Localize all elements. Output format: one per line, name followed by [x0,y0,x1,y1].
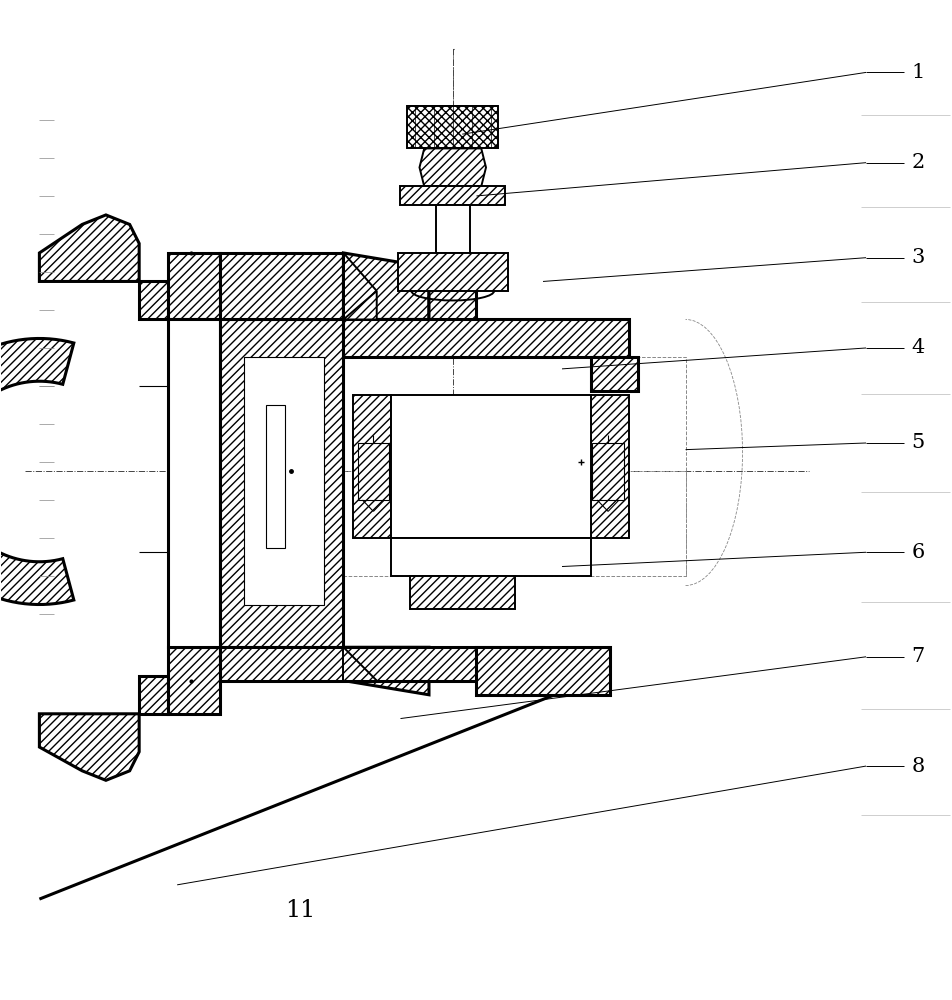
Text: 5: 5 [911,433,924,452]
Text: 8: 8 [911,757,924,776]
Polygon shape [220,647,543,681]
Text: 7: 7 [911,647,924,666]
Polygon shape [266,405,285,548]
Polygon shape [419,148,486,186]
Polygon shape [390,538,590,576]
Polygon shape [590,395,628,538]
Polygon shape [407,106,498,148]
Polygon shape [39,714,139,780]
Polygon shape [590,357,638,391]
Text: 6: 6 [911,543,924,562]
Polygon shape [220,253,343,319]
Polygon shape [168,647,220,714]
Text: 1: 1 [911,63,924,82]
Polygon shape [435,205,469,253]
Polygon shape [244,357,324,605]
Polygon shape [409,576,514,609]
Text: 2: 2 [911,153,924,172]
Polygon shape [343,291,376,319]
Text: 11: 11 [286,899,315,922]
Polygon shape [139,676,168,714]
Polygon shape [476,647,609,695]
Polygon shape [390,395,590,538]
Polygon shape [220,319,343,647]
Polygon shape [352,395,390,538]
Polygon shape [168,319,220,647]
Polygon shape [397,253,507,291]
Polygon shape [0,338,73,605]
Polygon shape [343,253,428,319]
Polygon shape [343,647,428,695]
Text: 4: 4 [911,338,924,357]
Polygon shape [400,186,505,205]
Polygon shape [39,215,139,281]
Polygon shape [428,267,476,324]
Polygon shape [168,253,220,319]
Polygon shape [343,319,628,357]
Polygon shape [357,443,388,500]
Polygon shape [592,443,624,500]
Polygon shape [139,281,168,319]
Text: 3: 3 [911,248,924,267]
